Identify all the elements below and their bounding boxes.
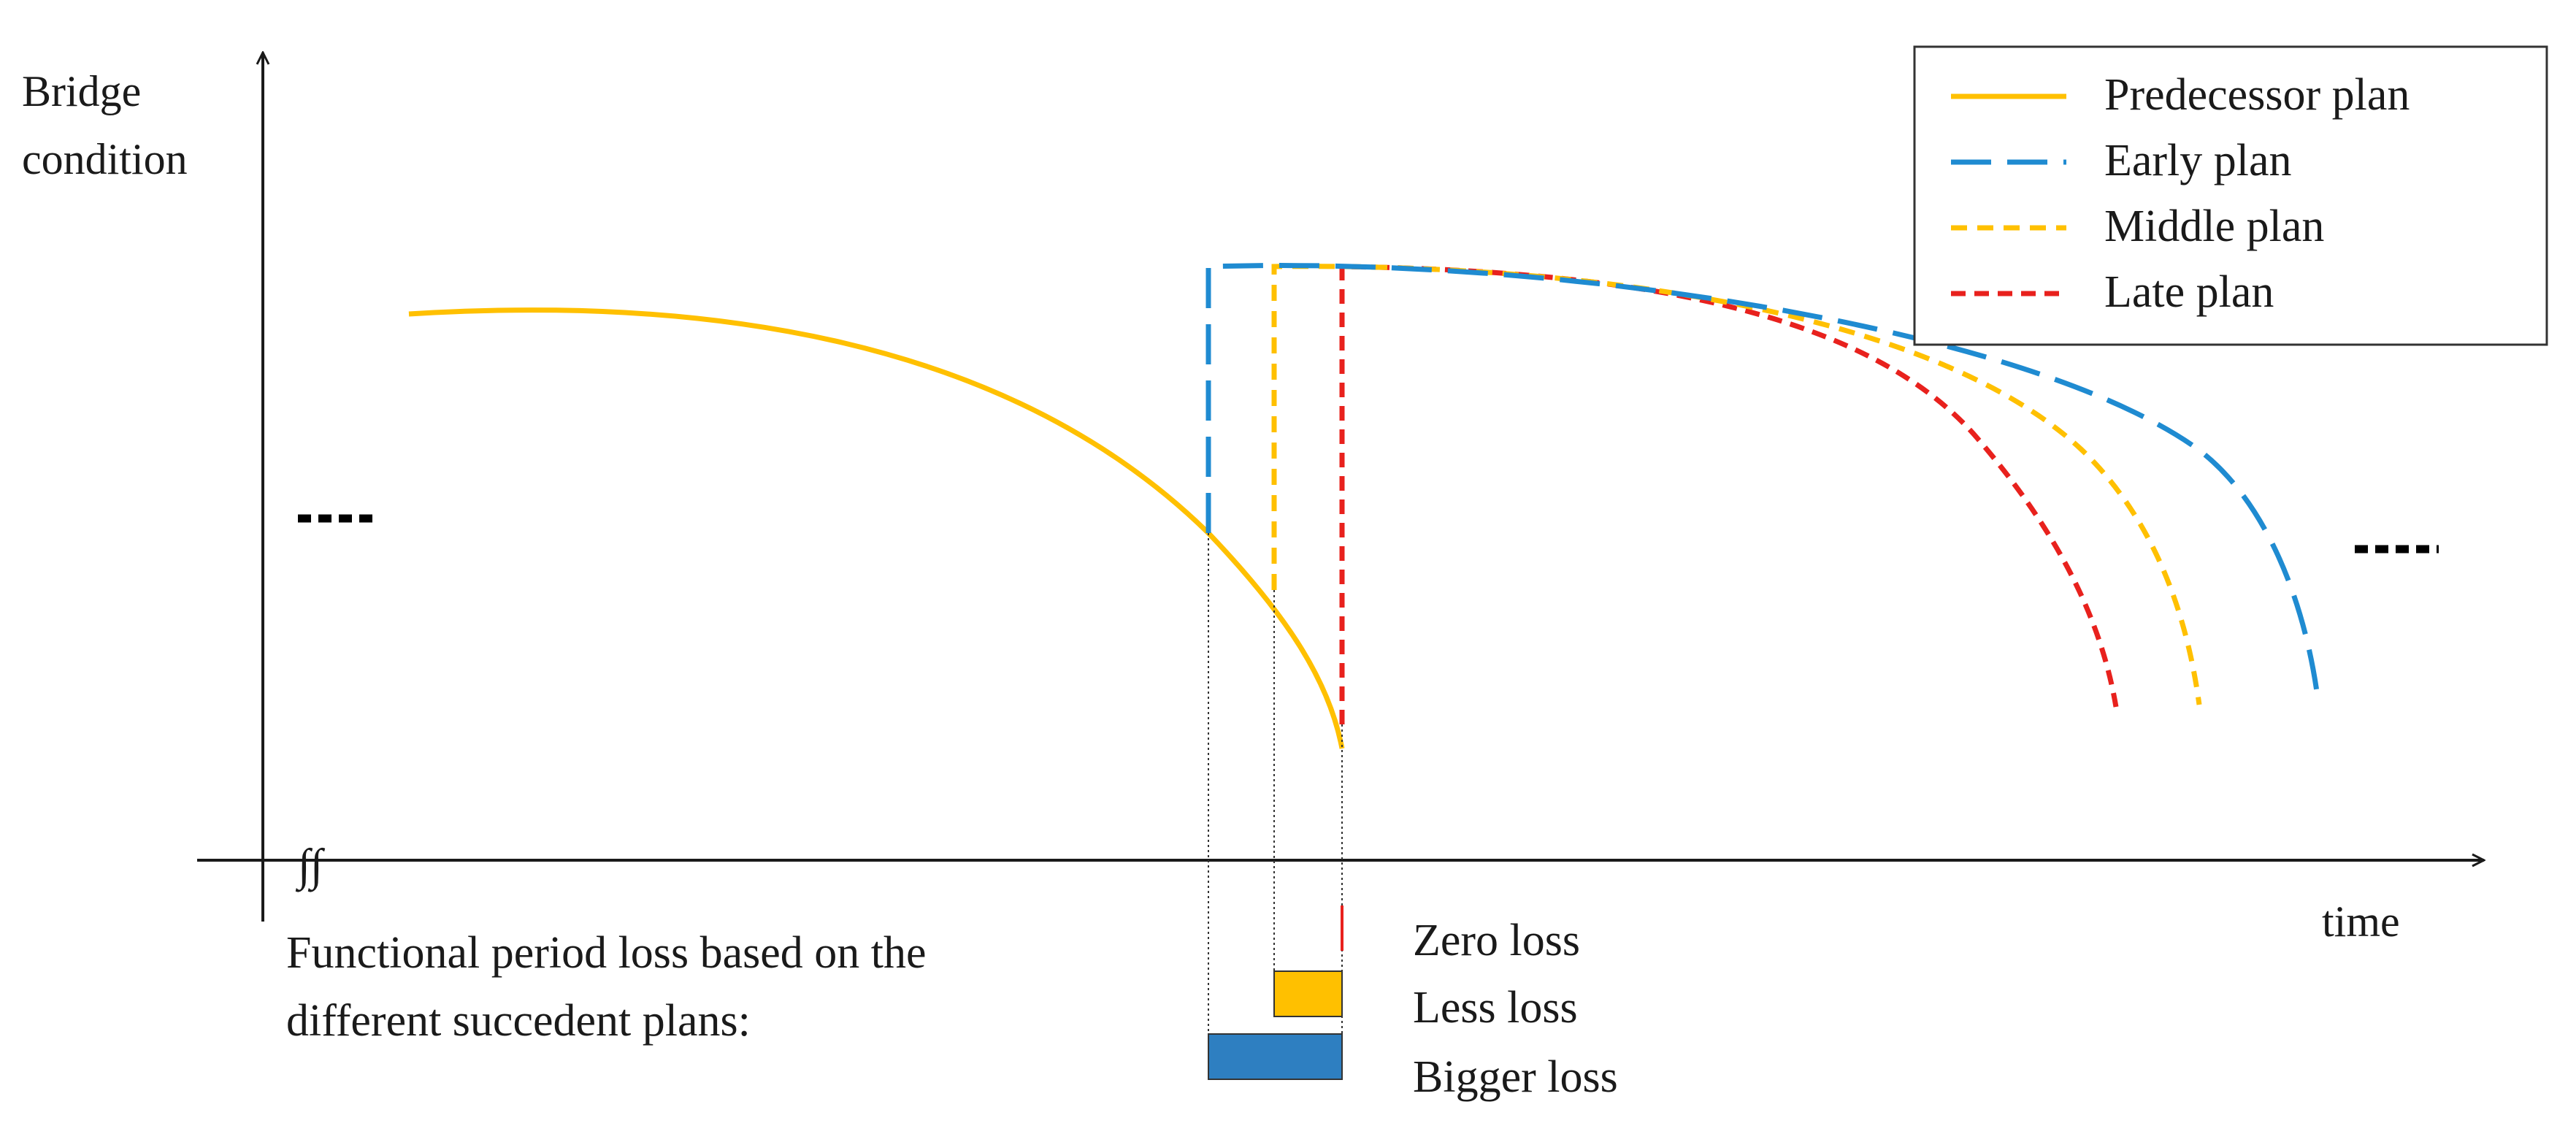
x-axis-label: time: [2322, 897, 2400, 946]
legend-label-late: Late plan: [2104, 267, 2274, 317]
legend: Predecessor plan Early plan Middle plan …: [1913, 45, 2548, 346]
predecessor-plan-curve: [408, 307, 1345, 749]
legend-label-early: Early plan: [2104, 136, 2292, 185]
bigger-loss-bar: [1208, 1033, 1343, 1080]
loss-note-line2: different succedent plans:: [286, 996, 751, 1046]
less-loss-label: Less loss: [1413, 983, 1578, 1033]
less-loss-bar: [1273, 970, 1343, 1017]
legend-label-middle: Middle plan: [2104, 202, 2324, 251]
early-plan-curve: [1205, 263, 2321, 703]
y-axis-label-line2: condition: [22, 135, 188, 183]
bigger-loss-label: Bigger loss: [1413, 1052, 1618, 1102]
axis-break-symbol: ∫∫: [295, 840, 326, 892]
loss-note-line1: Functional period loss based on the: [286, 928, 926, 978]
y-axis-label-line1: Bridge: [22, 67, 141, 115]
zero-loss-label: Zero loss: [1413, 916, 1580, 965]
legend-label-predecessor: Predecessor plan: [2104, 70, 2410, 120]
